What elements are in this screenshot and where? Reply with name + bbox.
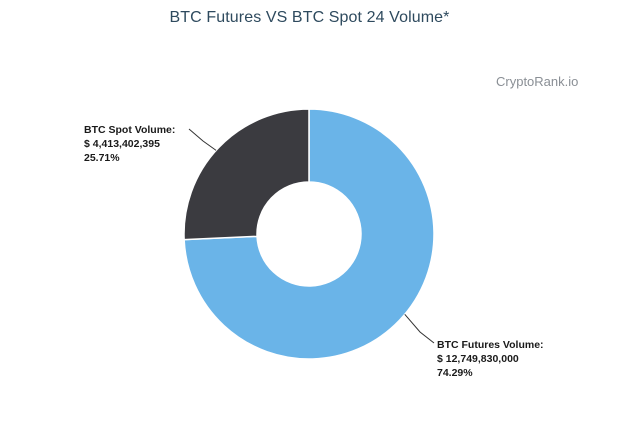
futures-label-percent: 74.29%	[437, 367, 473, 379]
spot-label-name: BTC Spot Volume:	[84, 124, 175, 136]
chart-title: BTC Futures VS BTC Spot 24 Volume*	[169, 9, 450, 26]
donut-slice-btc-futures-volume	[183, 108, 435, 360]
watermark-logo: CryptoRank.io	[496, 74, 579, 89]
spot-connector	[188, 128, 217, 151]
donut-slices	[183, 108, 435, 360]
spot-label-percent: 25.71%	[84, 152, 120, 164]
donut-slice-btc-spot-volume	[183, 108, 310, 241]
futures-label-name: BTC Futures Volume:	[437, 339, 544, 351]
futures-connector	[404, 314, 435, 344]
label-connectors	[188, 128, 435, 344]
futures-label-value: $ 12,749,830,000	[437, 353, 519, 365]
spot-label-value: $ 4,413,402,395	[84, 138, 160, 150]
